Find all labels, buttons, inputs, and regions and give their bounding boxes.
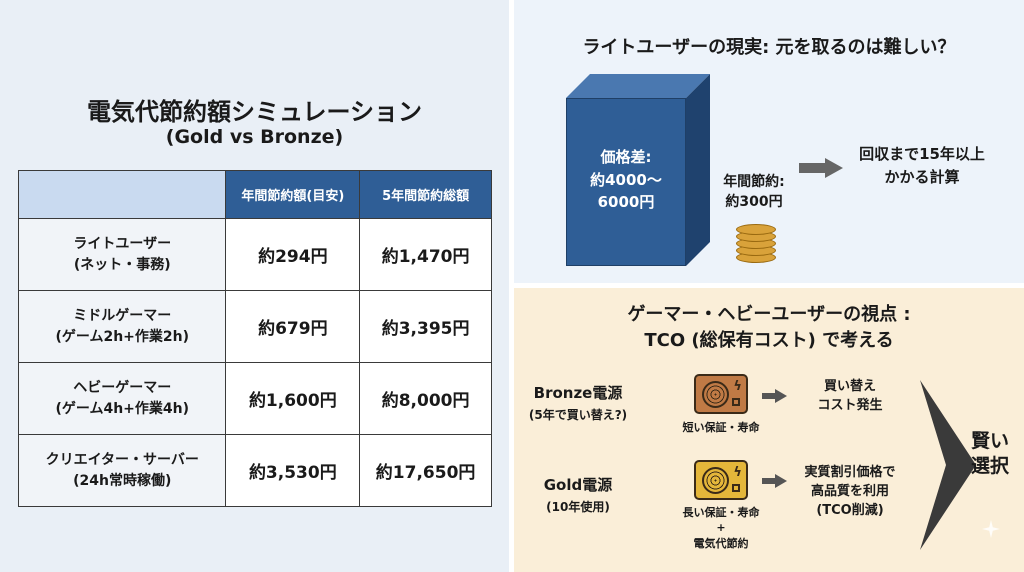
gold-caption: 長い保証・寿命 + 電気代節約 bbox=[666, 505, 776, 551]
row-label-heavy: ヘビーゲーマー (ゲーム4h+作業4h) bbox=[17, 362, 227, 435]
table-row: ライトユーザー (ネット・事務) 約294円 約1,470円 bbox=[17, 218, 492, 291]
arrow-right-icon bbox=[762, 389, 788, 403]
gold-caption-line: 電気代節約 bbox=[693, 536, 749, 550]
smart-choice-line: 賢い bbox=[970, 430, 1009, 452]
table-row: ミドルゲーマー (ゲーム2h+作業2h) 約679円 約3,395円 bbox=[17, 290, 492, 363]
row-label-middle: ミドルゲーマー (ゲーム2h+作業2h) bbox=[17, 290, 227, 363]
table-row: ヘビーゲーマー (ゲーム4h+作業4h) 約1,600円 約8,000円 bbox=[17, 362, 492, 435]
light-user-title: ライトユーザーの現実: 元を取るのは難しい？ bbox=[582, 37, 956, 58]
row-five-year-value: 約8,000円 bbox=[359, 362, 492, 435]
gold-result-line: 実質割引価格で bbox=[804, 465, 896, 480]
bronze-label: Bronze電源 (5年で買い替え?) bbox=[528, 382, 628, 423]
psu-gold-icon: ϟ bbox=[694, 460, 748, 500]
annual-save-text: 年間節約: 約300円 bbox=[709, 172, 799, 213]
smart-choice-text: 賢い 選択 bbox=[965, 429, 1015, 478]
row-five-year-value: 約1,470円 bbox=[359, 218, 492, 291]
row-label-light: ライトユーザー (ネット・事務) bbox=[17, 218, 227, 291]
arrow-right-icon bbox=[799, 158, 845, 178]
table-header-blank bbox=[17, 170, 227, 219]
bronze-result-line: コスト発生 bbox=[817, 397, 883, 413]
price-diff-line: 価格差: bbox=[600, 148, 652, 166]
simulation-subtitle: (Gold vs Bronze) bbox=[165, 126, 344, 148]
recover-line: 回収まで15年以上 bbox=[859, 145, 985, 163]
simulation-title: 電気代節約額シミュレーション bbox=[86, 98, 423, 126]
price-box-side bbox=[686, 74, 710, 266]
price-diff-box bbox=[566, 98, 686, 266]
row-annual-value: 約1,600円 bbox=[225, 362, 361, 435]
heavy-user-title-line: TCO (総保有コスト) で考える bbox=[644, 330, 894, 352]
row-annual-value: 約679円 bbox=[225, 290, 361, 363]
annual-save-line: 年間節約: bbox=[723, 174, 785, 190]
gold-result: 実質割引価格で 高品質を利用 (TCO削減) bbox=[790, 464, 910, 521]
bronze-caption: 短い保証・寿命 bbox=[682, 421, 760, 434]
arrow-right-icon bbox=[762, 474, 788, 488]
row-label-text: ヘビーゲーマー bbox=[73, 380, 172, 397]
row-annual-value: 約3,530円 bbox=[225, 434, 361, 507]
table-header-annual: 年間節約額(目安) bbox=[225, 170, 361, 219]
row-label-text: ライトユーザー bbox=[73, 236, 172, 253]
recover-line: かかる計算 bbox=[884, 167, 960, 186]
annual-save-line: 約300円 bbox=[725, 194, 783, 211]
savings-table: 年間節約額(目安) 5年間節約総額 ライトユーザー (ネット・事務) 約294円… bbox=[17, 170, 492, 507]
row-label-sub: (ゲーム4h+作業4h) bbox=[55, 400, 189, 417]
row-label-creator: クリエイター・サーバー (24h常時稼働) bbox=[17, 434, 227, 507]
row-label-sub: (24h常時稼働) bbox=[73, 472, 172, 489]
price-box-top bbox=[566, 74, 710, 98]
price-diff-line: 約4000～ bbox=[590, 170, 662, 189]
psu-bronze-icon: ϟ bbox=[694, 374, 748, 414]
heavy-user-title: ゲーマー・ヘビーユーザーの視点 : TCO (総保有コスト) で考える bbox=[514, 302, 1024, 354]
table-header-five-year: 5年間節約総額 bbox=[359, 170, 492, 219]
row-label-text: クリエイター・サーバー bbox=[45, 452, 199, 469]
smart-choice-line: 選択 bbox=[970, 454, 1009, 477]
gold-result-line: (TCO削減) bbox=[816, 502, 884, 518]
simulation-panel: 電気代節約額シミュレーション (Gold vs Bronze) 年間節約額(目安… bbox=[0, 0, 509, 572]
bronze-label-sub: (5年で買い替え?) bbox=[528, 408, 628, 422]
recover-text: 回収まで15年以上 かかる計算 bbox=[852, 143, 992, 188]
light-user-panel: ライトユーザーの現実: 元を取るのは難しい？ 価格差: 約4000～ 6000円… bbox=[514, 0, 1024, 283]
bronze-result: 買い替え コスト発生 bbox=[790, 378, 910, 416]
gold-label: Gold電源 (10年使用) bbox=[528, 474, 628, 515]
heavy-user-panel: ゲーマー・ヘビーユーザーの視点 : TCO (総保有コスト) で考える Bron… bbox=[514, 288, 1024, 572]
row-annual-value: 約294円 bbox=[225, 218, 361, 291]
row-five-year-value: 約3,395円 bbox=[359, 290, 492, 363]
heavy-user-title-line: ゲーマー・ヘビーユーザーの視点 : bbox=[627, 304, 911, 325]
row-label-sub: (ネット・事務) bbox=[73, 256, 171, 273]
gold-caption-line: 長い保証・寿命 bbox=[682, 506, 760, 519]
table-header-row: 年間節約額(目安) 5年間節約総額 bbox=[17, 170, 492, 219]
gold-result-line: 高品質を利用 bbox=[810, 483, 889, 499]
row-five-year-value: 約17,650円 bbox=[359, 434, 492, 507]
row-label-text: ミドルゲーマー bbox=[73, 308, 172, 325]
gold-label-text: Gold電源 bbox=[543, 476, 613, 494]
price-diff-line: 6000円 bbox=[597, 193, 655, 211]
sparkle-icon bbox=[982, 520, 1000, 538]
gold-label-sub: (10年使用) bbox=[546, 500, 610, 514]
gold-caption-line: + bbox=[716, 521, 726, 535]
price-diff-text: 価格差: 約4000～ 6000円 bbox=[566, 146, 686, 214]
coin-stack-icon bbox=[736, 220, 780, 264]
table-row: クリエイター・サーバー (24h常時稼働) 約3,530円 約17,650円 bbox=[17, 434, 492, 507]
row-label-sub: (ゲーム2h+作業2h) bbox=[55, 328, 189, 345]
bronze-result-line: 買い替え bbox=[823, 379, 876, 394]
bronze-label-text: Bronze電源 bbox=[533, 384, 623, 402]
